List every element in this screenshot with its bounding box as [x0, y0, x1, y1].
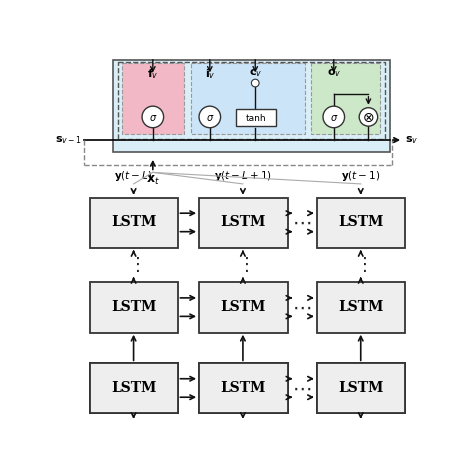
Text: $\mathbf{c}_v$: $\mathbf{c}_v$: [248, 68, 262, 80]
Text: $\sigma$: $\sigma$: [329, 113, 338, 123]
Text: $\mathbf{i}_v$: $\mathbf{i}_v$: [204, 68, 215, 82]
Bar: [122, 63, 183, 134]
Text: $\mathbf{s}_{v-1}$: $\mathbf{s}_{v-1}$: [55, 134, 82, 146]
Text: LSTM: LSTM: [338, 300, 383, 314]
Text: LSTM: LSTM: [220, 381, 265, 395]
Text: LSTM: LSTM: [338, 215, 383, 229]
Circle shape: [142, 106, 164, 128]
Bar: [90, 198, 178, 248]
Circle shape: [199, 106, 220, 128]
Text: LSTM: LSTM: [338, 381, 383, 395]
Circle shape: [323, 106, 345, 128]
Text: $\vdots$: $\vdots$: [355, 255, 367, 274]
Bar: [236, 109, 276, 126]
Text: LSTM: LSTM: [220, 215, 265, 229]
Bar: [317, 283, 405, 333]
Bar: [199, 364, 288, 413]
Text: $\vdots$: $\vdots$: [237, 255, 249, 274]
Text: $\otimes$: $\otimes$: [362, 111, 374, 125]
Bar: [317, 364, 405, 413]
Bar: [113, 60, 390, 152]
Bar: [118, 62, 384, 138]
Text: $\sigma$: $\sigma$: [149, 113, 157, 123]
Text: $\cdots$: $\cdots$: [292, 213, 311, 232]
Circle shape: [251, 79, 259, 87]
Bar: [90, 283, 178, 333]
Text: $\mathbf{x}_t$: $\mathbf{x}_t$: [146, 174, 160, 187]
Bar: [191, 63, 305, 134]
Bar: [317, 364, 405, 413]
Text: $\mathbf{f}_v$: $\mathbf{f}_v$: [147, 68, 159, 82]
Bar: [90, 364, 178, 413]
Text: $\mathbf{y}(t-1)$: $\mathbf{y}(t-1)$: [341, 169, 381, 183]
Text: LSTM: LSTM: [111, 215, 156, 229]
Bar: [90, 364, 178, 413]
Bar: [317, 198, 405, 248]
Text: $\cdots$: $\cdots$: [292, 378, 311, 398]
Text: $\mathbf{o}_v$: $\mathbf{o}_v$: [327, 68, 341, 80]
Text: LSTM: LSTM: [111, 300, 156, 314]
Text: $\sigma$: $\sigma$: [206, 113, 214, 123]
Circle shape: [359, 108, 378, 126]
Bar: [199, 364, 288, 413]
Bar: [310, 63, 380, 134]
Text: $\cdots$: $\cdots$: [292, 298, 311, 317]
Text: $\mathbf{y}(t-L)$: $\mathbf{y}(t-L)$: [114, 169, 153, 183]
Text: $\vdots$: $\vdots$: [128, 255, 139, 274]
Bar: [199, 198, 288, 248]
Text: $\mathbf{y}(t-L+1)$: $\mathbf{y}(t-L+1)$: [214, 169, 272, 183]
Text: $\mathbf{s}_v$: $\mathbf{s}_v$: [405, 134, 418, 146]
Bar: [199, 283, 288, 333]
Text: LSTM: LSTM: [111, 381, 156, 395]
Text: LSTM: LSTM: [220, 300, 265, 314]
Text: tanh: tanh: [246, 114, 266, 123]
